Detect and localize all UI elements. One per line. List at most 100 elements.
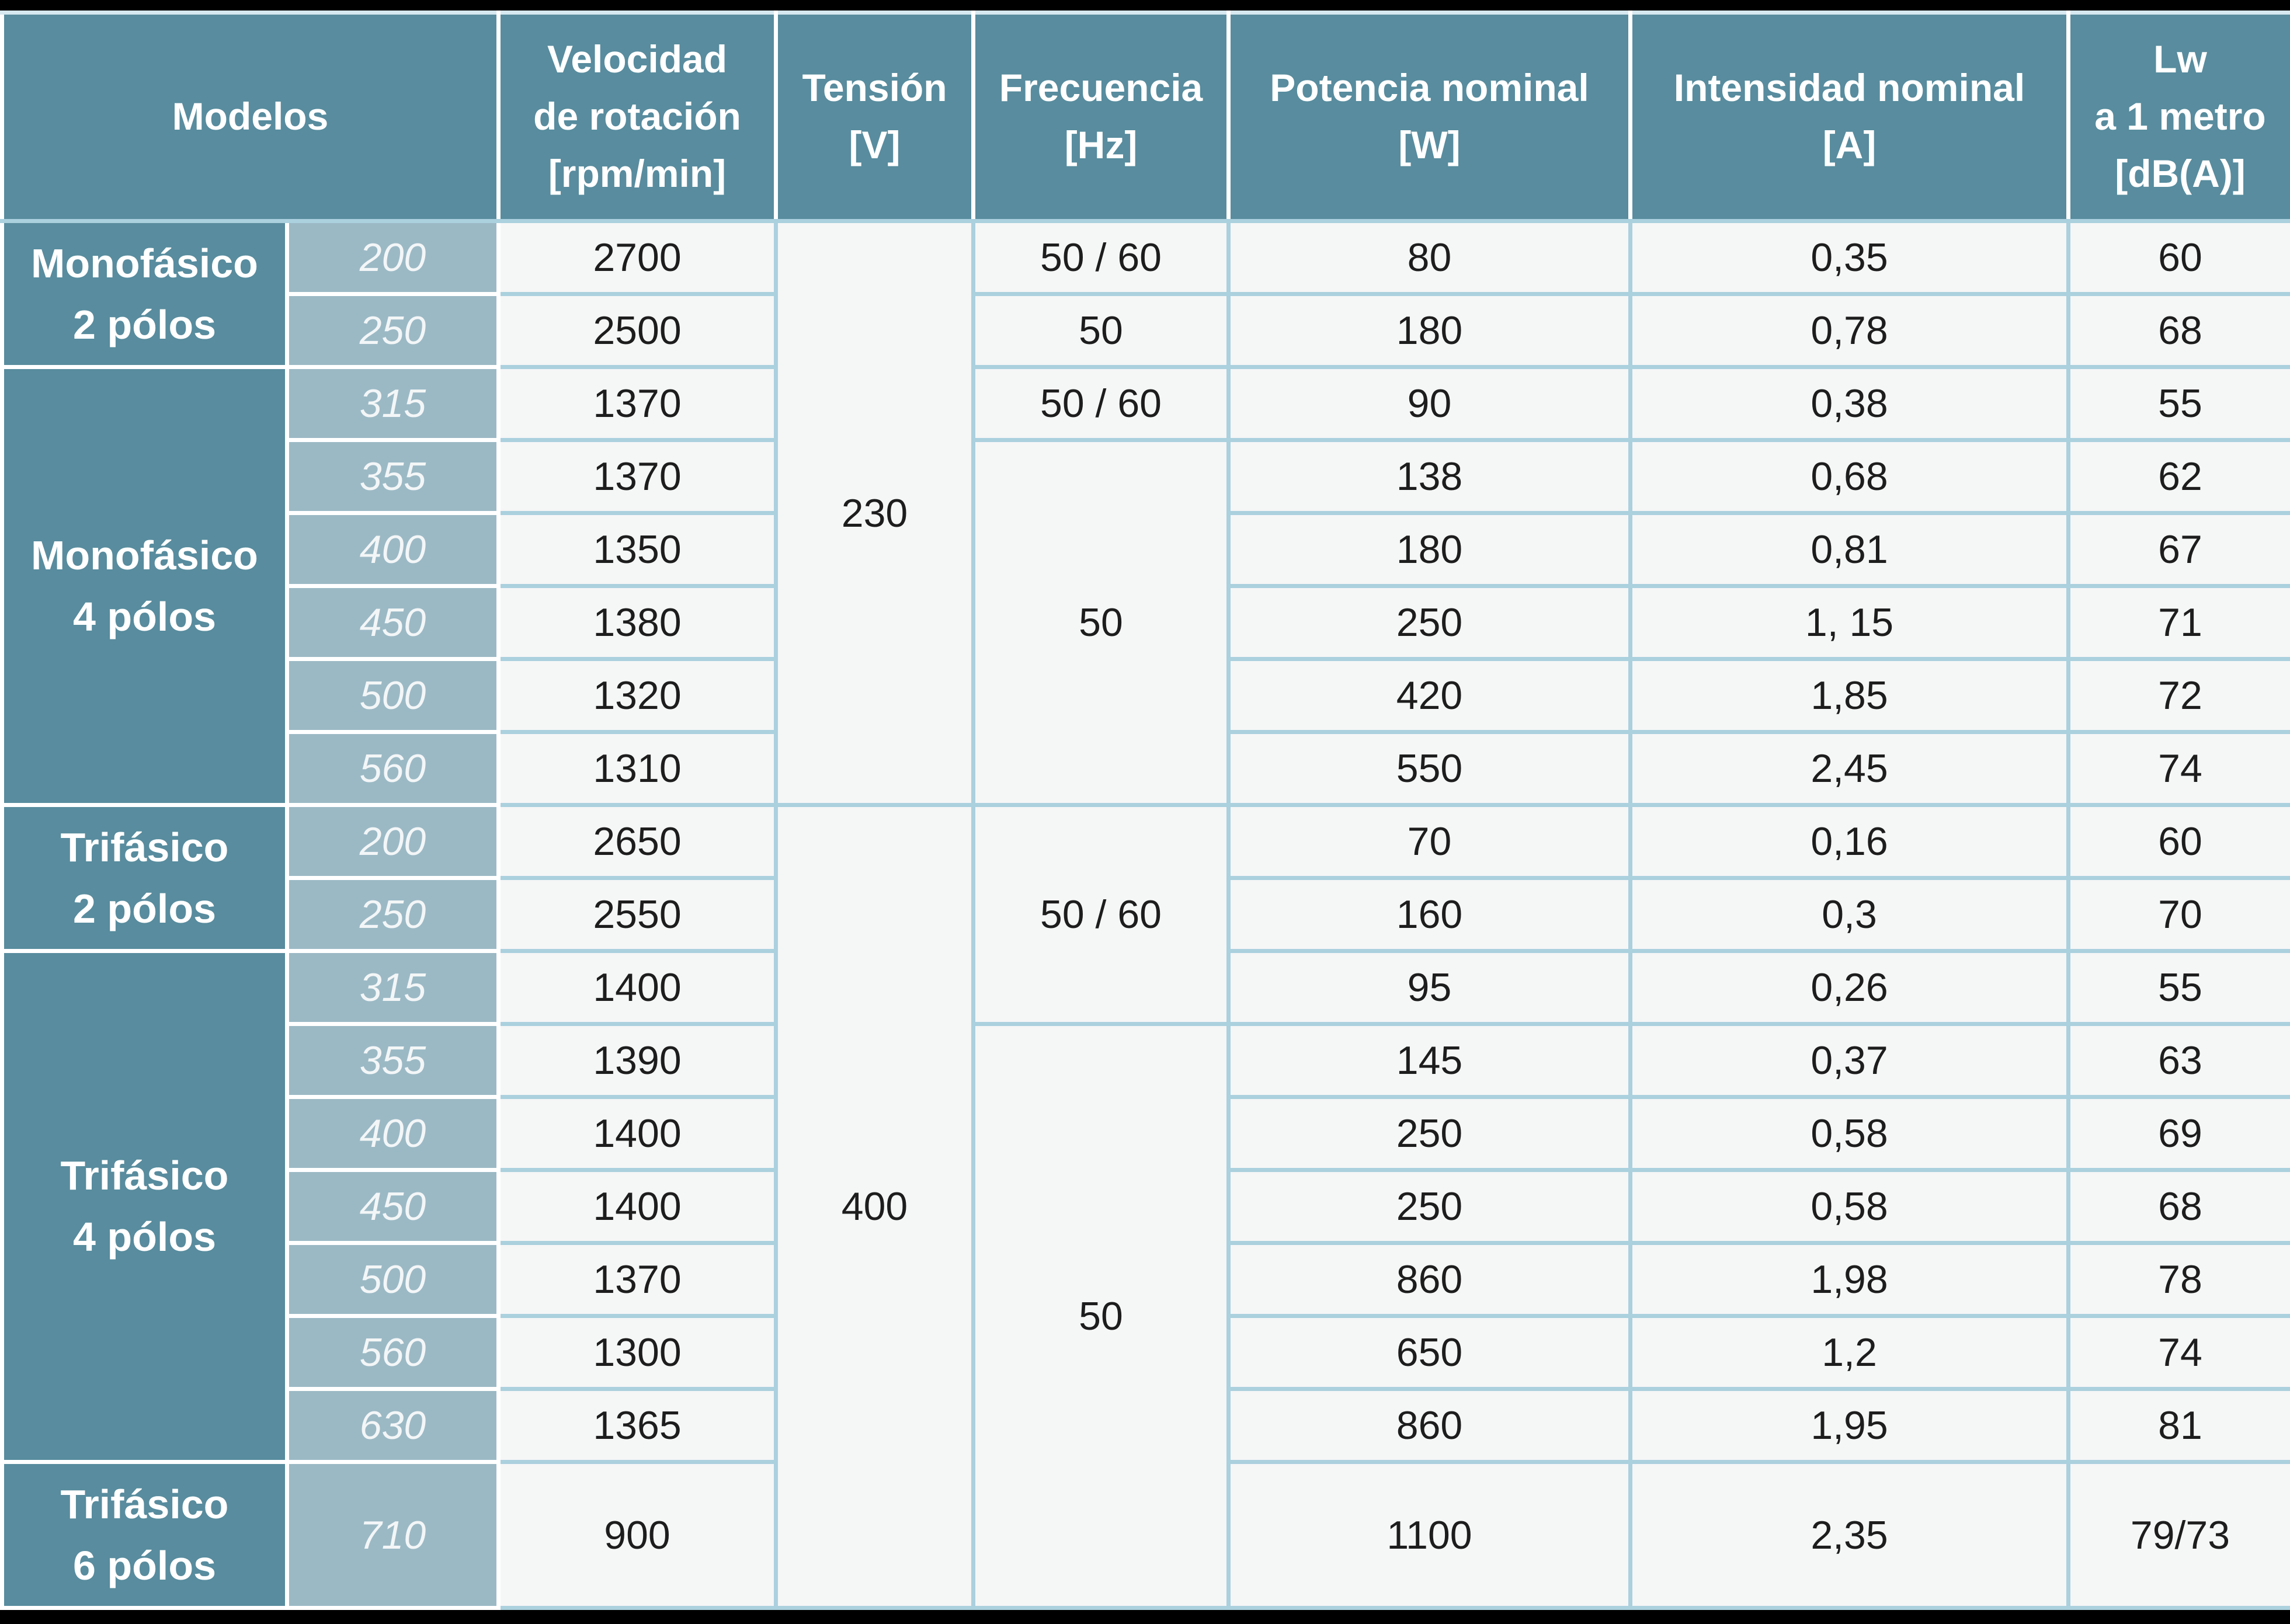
power-cell: 95 xyxy=(1226,949,1632,1026)
power-cell: 80 xyxy=(1226,219,1632,296)
table-row: Trifásico 2 pólos 200 2650 400 50 / 60 7… xyxy=(0,803,2290,1610)
noise-cell: 68 xyxy=(2066,1168,2290,1245)
model-type-cell: Trifásico 4 pólos xyxy=(0,949,289,1464)
current-cell: 0,81 xyxy=(1628,511,2070,588)
model-size-cell: 315 xyxy=(285,365,501,442)
header-line: Velocidad xyxy=(547,37,728,81)
rpm-cell: 1390 xyxy=(496,1022,778,1099)
col-header-potencia: Potencia nominal [W] xyxy=(1226,11,1632,223)
noise-cell: 60 xyxy=(2066,803,2290,880)
power-cell: 860 xyxy=(1226,1241,1632,1318)
model-size-cell: 500 xyxy=(285,1241,501,1318)
model-size-cell: 630 xyxy=(285,1387,501,1464)
noise-cell: 55 xyxy=(2066,365,2290,442)
col-header-velocidad: Velocidad de rotación [rpm/min] xyxy=(496,11,778,223)
table-row: 560 1300 650 1,2 74 xyxy=(2,1314,2290,1391)
header-line: [rpm/min] xyxy=(548,151,727,195)
power-cell: 550 xyxy=(1226,730,1632,807)
power-cell: 180 xyxy=(1226,511,1632,588)
table-row: Monofásico 2 pólos 200 2700 230 50 / 60 … xyxy=(0,219,2290,807)
model-size-cell: 500 xyxy=(285,657,501,734)
power-cell: 90 xyxy=(1226,365,1632,442)
table-row: 250 2550 160 0,3 70 xyxy=(2,876,2290,953)
header-line: Intensidad nominal xyxy=(1673,66,2025,110)
header-line: [Hz] xyxy=(1064,123,1138,166)
model-type-line: Trifásico xyxy=(60,824,229,870)
model-size-cell: 200 xyxy=(285,803,501,880)
rpm-cell: 2650 xyxy=(496,803,778,880)
frequency-cell: 50 xyxy=(971,1022,1231,1610)
table-row: 500 1320 420 1,85 72 xyxy=(2,657,2290,734)
noise-cell: 62 xyxy=(2066,438,2290,515)
power-cell: 138 xyxy=(1226,438,1632,515)
header-line: Frecuencia xyxy=(999,66,1203,110)
power-cell: 420 xyxy=(1226,657,1632,734)
model-type-line: Trifásico xyxy=(60,1153,229,1198)
table-row: Trifásico 4 pólos 315 1400 95 0,26 55 xyxy=(0,949,2290,1464)
rpm-cell: 1400 xyxy=(496,1095,778,1172)
table-row: Monofásico 4 pólos 315 1370 50 / 60 90 0… xyxy=(0,365,2290,807)
model-type-cell: Trifásico 2 pólos xyxy=(0,803,289,953)
table-row: 400 1350 180 0,81 67 xyxy=(2,511,2290,588)
model-size-cell: 315 xyxy=(285,949,501,1026)
current-cell: 0,16 xyxy=(1628,803,2070,880)
table-row: 355 1390 50 145 0,37 63 xyxy=(2,1022,2290,1610)
frequency-cell: 50 / 60 xyxy=(971,803,1231,1026)
model-size-cell: 450 xyxy=(285,1168,501,1245)
current-cell: 0,38 xyxy=(1628,365,2070,442)
rpm-cell: 1370 xyxy=(496,365,778,442)
header-line: [dB(A)] xyxy=(2115,151,2246,195)
table-row: 500 1370 860 1,98 78 xyxy=(2,1241,2290,1318)
frequency-cell: 50 / 60 xyxy=(971,365,1231,442)
col-header-frecuencia: Frecuencia [Hz] xyxy=(971,11,1231,223)
noise-cell: 69 xyxy=(2066,1095,2290,1172)
current-cell: 1,98 xyxy=(1628,1241,2070,1318)
model-type-line: 2 pólos xyxy=(72,885,217,931)
header-line: Lw xyxy=(2153,37,2207,81)
model-size-cell: 355 xyxy=(285,1022,501,1099)
header-line: Potencia nominal xyxy=(1270,66,1589,110)
table-row: 630 1365 860 1,95 81 xyxy=(2,1387,2290,1464)
table-row: 355 1370 50 138 0,68 62 xyxy=(2,438,2290,807)
model-size-cell: 400 xyxy=(285,511,501,588)
frequency-cell: 50 xyxy=(971,438,1231,807)
model-type-line: Monofásico xyxy=(31,532,258,578)
power-cell: 250 xyxy=(1226,1168,1632,1245)
model-size-cell: 450 xyxy=(285,584,501,661)
rpm-cell: 1380 xyxy=(496,584,778,661)
model-type-line: Monofásico xyxy=(31,240,258,286)
power-cell: 180 xyxy=(1226,292,1632,369)
frequency-cell: 50 xyxy=(971,292,1231,369)
noise-cell: 70 xyxy=(2066,876,2290,953)
model-type-line: Trifásico xyxy=(60,1481,229,1527)
rpm-cell: 1310 xyxy=(496,730,778,807)
model-size-cell: 200 xyxy=(285,219,501,296)
model-size-cell: 250 xyxy=(285,292,501,369)
current-cell: 0,35 xyxy=(1628,219,2070,296)
col-header-tension: Tensión [V] xyxy=(774,11,975,223)
current-cell: 2,35 xyxy=(1628,1460,2070,1610)
col-header-intensidad: Intensidad nominal [A] xyxy=(1628,11,2070,223)
current-cell: 0,58 xyxy=(1628,1168,2070,1245)
header-row: Modelos Velocidad de rotación [rpm/min] … xyxy=(0,11,2290,223)
model-type-cell: Monofásico 4 pólos xyxy=(0,365,289,807)
rpm-cell: 1370 xyxy=(496,1241,778,1318)
model-type-line: 4 pólos xyxy=(72,1214,217,1260)
current-cell: 1,2 xyxy=(1628,1314,2070,1391)
col-header-modelos: Modelos xyxy=(0,11,501,223)
rpm-cell: 1300 xyxy=(496,1314,778,1391)
rpm-cell: 900 xyxy=(496,1460,778,1610)
noise-cell: 78 xyxy=(2066,1241,2290,1318)
noise-cell: 55 xyxy=(2066,949,2290,1026)
current-cell: 0,3 xyxy=(1628,876,2070,953)
noise-cell: 72 xyxy=(2066,657,2290,734)
table-row: 450 1400 250 0,58 68 xyxy=(2,1168,2290,1245)
model-size-cell: 710 xyxy=(285,1460,501,1610)
power-cell: 70 xyxy=(1226,803,1632,880)
current-cell: 0,78 xyxy=(1628,292,2070,369)
motor-spec-table: Modelos Velocidad de rotación [rpm/min] … xyxy=(0,11,2290,1610)
power-cell: 250 xyxy=(1226,584,1632,661)
power-cell: 250 xyxy=(1226,1095,1632,1172)
header-line: [V] xyxy=(849,123,901,166)
model-type-cell: Trifásico 6 pólos xyxy=(0,1460,289,1610)
